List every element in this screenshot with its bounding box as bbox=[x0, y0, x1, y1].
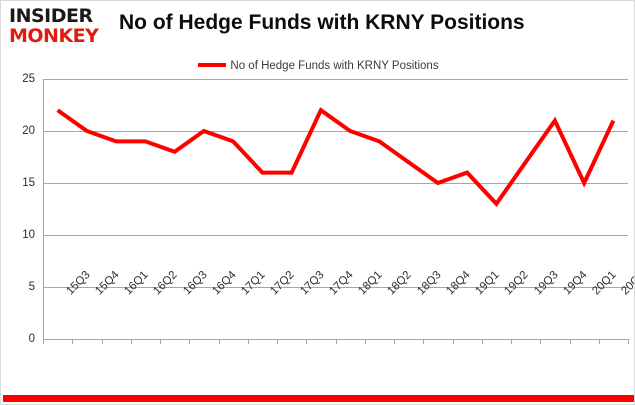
legend-entry: No of Hedge Funds with KRNY Positions bbox=[198, 57, 439, 75]
x-axis-tick-label: 18Q3 bbox=[414, 269, 444, 298]
y-axis-tick-label: 20 bbox=[22, 125, 35, 137]
x-axis-tick-label: 19Q2 bbox=[502, 269, 532, 298]
x-axis-tickmark bbox=[189, 339, 190, 344]
x-axis-tick-label: 15Q3 bbox=[63, 269, 93, 298]
x-axis-tick-label: 17Q2 bbox=[268, 269, 298, 298]
insider-monkey-logo: INSIDER MONKEY bbox=[9, 7, 117, 49]
y-axis: 0 5 10 15 20 25 bbox=[1, 73, 39, 345]
x-axis-tick-label: 19Q4 bbox=[561, 269, 590, 298]
x-axis-tickmark bbox=[570, 339, 571, 344]
x-axis-tickmark bbox=[248, 339, 249, 344]
x-axis-tickmark bbox=[72, 339, 73, 344]
x-axis-tick-label: 16Q3 bbox=[180, 269, 210, 298]
chart-header: INSIDER MONKEY No of Hedge Funds with KR… bbox=[1, 1, 634, 49]
gridline bbox=[43, 235, 628, 236]
x-axis-tick-label: 19Q3 bbox=[531, 269, 561, 298]
y-axis-tick-label: 0 bbox=[28, 333, 35, 345]
y-axis-line bbox=[43, 79, 44, 340]
x-axis-tickmark bbox=[423, 339, 424, 344]
x-axis-tick-label: 17Q1 bbox=[239, 269, 268, 298]
legend-entry-label: No of Hedge Funds with KRNY Positions bbox=[230, 59, 439, 72]
y-axis-tick-label: 10 bbox=[22, 229, 35, 241]
x-axis-tickmark bbox=[336, 339, 337, 344]
x-axis-tick-label: 16Q1 bbox=[122, 269, 151, 298]
grid-lines bbox=[43, 79, 628, 340]
x-axis-tick-label: 20Q1 bbox=[590, 269, 619, 298]
x-axis-tickmark bbox=[277, 339, 278, 344]
x-axis-tickmark bbox=[102, 339, 103, 344]
gridline bbox=[43, 339, 628, 340]
series-polyline bbox=[56, 107, 616, 207]
y-axis-tick-label: 15 bbox=[22, 177, 35, 189]
x-axis-tickmark bbox=[219, 339, 220, 344]
brand-line-2: MONKEY bbox=[9, 25, 99, 47]
x-axis-tickmark bbox=[160, 339, 161, 344]
x-axis-tickmark bbox=[131, 339, 132, 344]
y-axis-tick-label: 5 bbox=[28, 281, 35, 293]
x-axis-tickmark bbox=[482, 339, 483, 344]
x-axis-tick-label: 16Q4 bbox=[210, 269, 239, 298]
x-axis-tick-label: 15Q4 bbox=[93, 269, 122, 298]
gridline bbox=[43, 131, 628, 132]
page-title: No of Hedge Funds with KRNY Positions bbox=[119, 11, 525, 34]
x-axis-tickmark bbox=[394, 339, 395, 344]
plot-area: 0 5 10 15 20 25 bbox=[1, 73, 634, 361]
series-line-chart bbox=[56, 107, 616, 207]
x-axis-tick-label: 17Q4 bbox=[327, 269, 356, 298]
x-axis-tickmark bbox=[43, 339, 44, 344]
x-axis-tickmark bbox=[599, 339, 600, 344]
x-axis-tickmark bbox=[306, 339, 307, 344]
gridline bbox=[43, 79, 628, 80]
x-axis-tickmark bbox=[628, 339, 629, 344]
x-axis: 15Q3 15Q4 16Q1 16Q2 16Q3 16Q4 17Q1 17Q2 17Q3 17Q4… bbox=[43, 269, 634, 329]
footer-accent-bar bbox=[3, 395, 634, 402]
x-axis-tick-label: 18Q1 bbox=[356, 269, 385, 298]
x-axis-tick-label: 18Q2 bbox=[385, 269, 415, 298]
gridline bbox=[43, 287, 628, 288]
chart-legend: No of Hedge Funds with KRNY Positions bbox=[1, 57, 634, 75]
x-axis-tickmark bbox=[453, 339, 454, 344]
legend-color-swatch bbox=[198, 62, 227, 67]
x-axis-tick-label: 19Q1 bbox=[473, 269, 502, 298]
x-axis-tick-label: 18Q4 bbox=[444, 269, 473, 298]
y-axis-tick-label: 25 bbox=[22, 73, 35, 85]
gridline bbox=[43, 183, 628, 184]
x-axis-tick-label: 16Q2 bbox=[151, 269, 181, 298]
x-axis-tickmark bbox=[511, 339, 512, 344]
x-axis-tick-label: 17Q3 bbox=[297, 269, 327, 298]
x-axis-tickmark bbox=[540, 339, 541, 344]
x-axis-tickmark bbox=[365, 339, 366, 344]
brand-line-1: INSIDER bbox=[9, 5, 93, 27]
